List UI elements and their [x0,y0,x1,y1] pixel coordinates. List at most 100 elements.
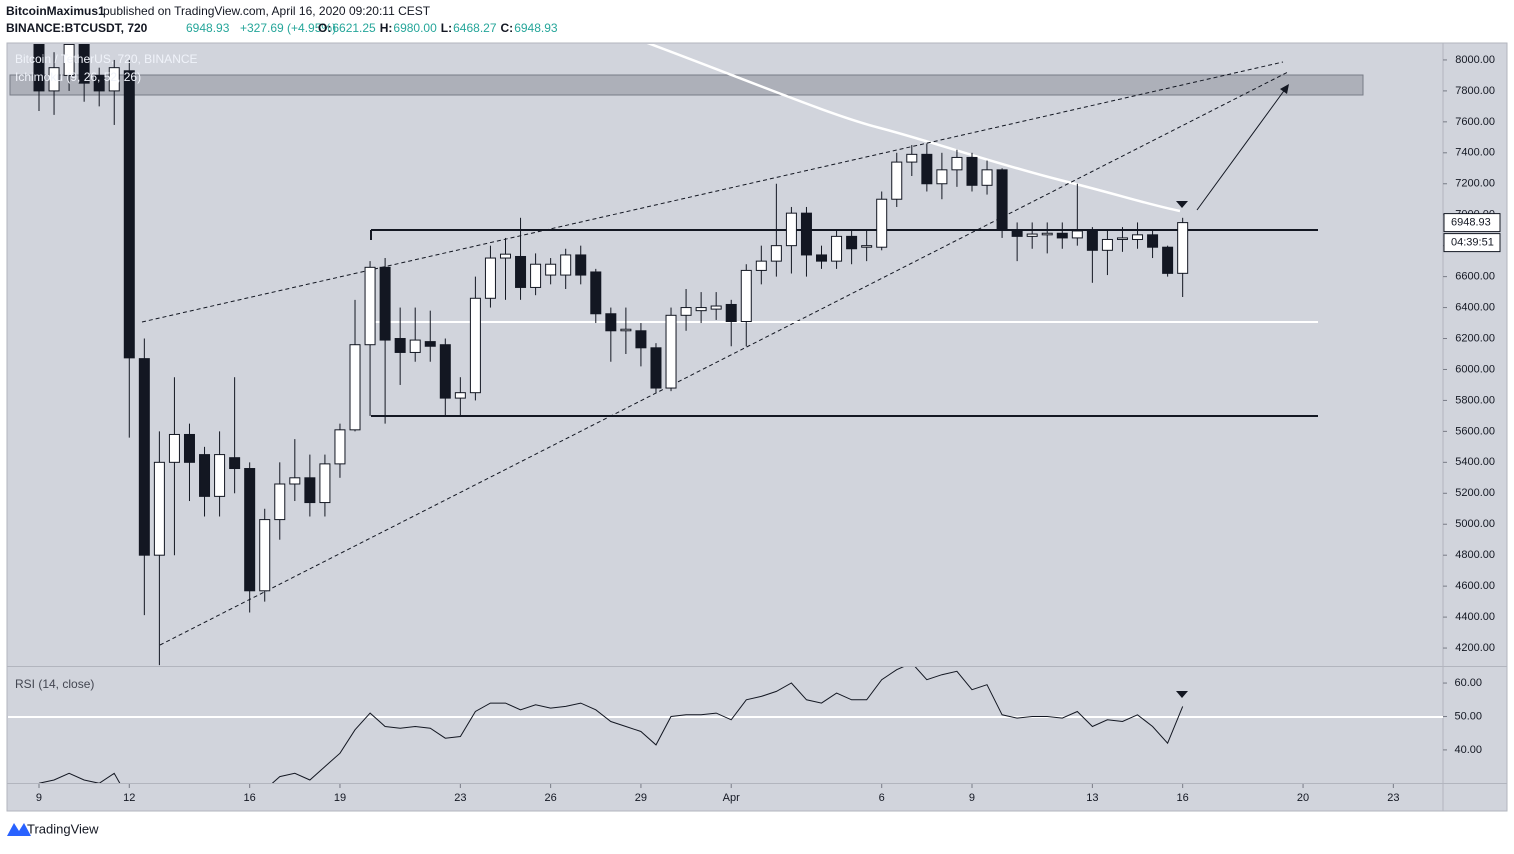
countdown: 04:39:51 [1451,237,1494,249]
candle-body [394,338,406,353]
x-tick-label: 13 [1086,792,1098,804]
candle-body [831,235,843,262]
trend-line [141,61,1284,323]
y-tick-label: 5000.00 [1455,518,1495,530]
candle-body [620,328,632,332]
ohlc-value: 6468.27 [453,21,497,35]
ohlc-label: H: [380,21,393,35]
candle-body [966,156,978,186]
logo [7,823,31,836]
y-tick-label: 4400.00 [1455,611,1495,623]
candle-body [1177,222,1189,274]
candle-body [364,266,376,346]
candle-body [785,212,797,247]
y-tick-label: 7800.00 [1455,85,1495,97]
candle-body [725,303,737,322]
y-tick-label: 40.00 [1454,744,1482,756]
arrow [1196,87,1287,211]
candle-body [168,433,180,463]
rsi-title: RSI (14, close) [15,677,94,691]
candle-body [891,161,903,200]
published: published on TradingView.com, April 16, … [103,4,431,18]
candle-body [409,339,421,353]
y-tick-label: 4600.00 [1455,580,1495,592]
x-tick-label: 12 [123,792,135,804]
candle-body [951,156,963,171]
candle-body [590,271,602,315]
candle-body [259,519,271,592]
ohlc-label: O: [318,21,331,35]
candle-body [48,67,60,92]
candle-body [63,44,75,76]
last-price: 6948.93 [1451,217,1491,229]
y-tick-label: 7200.00 [1455,178,1495,190]
y-tick-label: 6000.00 [1455,363,1495,375]
x-tick-label: 29 [635,792,647,804]
x-tick-label: 20 [1297,792,1309,804]
price-pane [9,44,1364,666]
candle-body [1132,234,1144,240]
candle-body [153,461,165,556]
x-tick-label: 16 [244,792,256,804]
rsi-pane [8,667,1443,783]
candle-body [379,266,391,341]
resistance-zone [9,74,1364,96]
candle-body [469,297,481,394]
candle-body [484,257,496,299]
candle-body [93,74,105,92]
y-tick-label: 5800.00 [1455,394,1495,406]
candle-body [1056,232,1068,239]
x-tick-label: 23 [1387,792,1399,804]
y-tick-label: 6200.00 [1455,332,1495,344]
last-price-box [1443,213,1501,233]
candle-body [876,198,888,248]
candle-body [846,235,858,250]
last: 6948.93 [186,21,230,35]
candle-body [906,153,918,163]
y-tick-label: 5200.00 [1455,487,1495,499]
y-tick-label: 7400.00 [1455,147,1495,159]
y-tick-label: 6400.00 [1455,301,1495,313]
candle-body [319,463,331,504]
y-tick-label: 6600.00 [1455,271,1495,283]
candle-body [560,254,572,276]
y-tick-label: 8000.00 [1455,54,1495,66]
candle-body [304,477,316,504]
y-tick-label: 60.00 [1454,677,1482,689]
candle-body [424,341,436,347]
candle-body [545,263,557,276]
candle-body [499,253,511,259]
candle-body [274,483,286,521]
trend-line [159,71,1289,646]
candle-body [33,44,45,92]
y-tick-label: 5600.00 [1455,425,1495,437]
x-tick-label: Apr [723,792,740,804]
ohlc-label: L: [441,21,452,35]
candle-body [123,70,135,359]
candle-body [575,254,587,276]
candle-body [1162,246,1174,274]
candle-body [1147,234,1159,248]
ohlc-value: 6621.25 [332,21,376,35]
candle-body [861,245,873,248]
candle-body [1071,230,1083,239]
candle-body [108,67,120,92]
candle-body [530,263,542,288]
ohlc-value: 6948.93 [514,21,558,35]
x-tick-label: 9 [36,792,42,804]
candle-body [710,305,722,310]
candle-body [334,429,346,465]
x-tick-label: 23 [454,792,466,804]
candle-body [1041,232,1053,236]
candle-body [1101,238,1113,251]
ohlc-label: C: [501,21,514,35]
candle-body [289,477,301,485]
candle-body [921,153,933,185]
x-tick-label: 6 [879,792,885,804]
candle-body [349,344,361,431]
x-tick-label: 9 [969,792,975,804]
candle-body [800,212,812,256]
candle-body [981,169,993,186]
x-tick-label: 26 [545,792,557,804]
candle-body [214,454,226,497]
